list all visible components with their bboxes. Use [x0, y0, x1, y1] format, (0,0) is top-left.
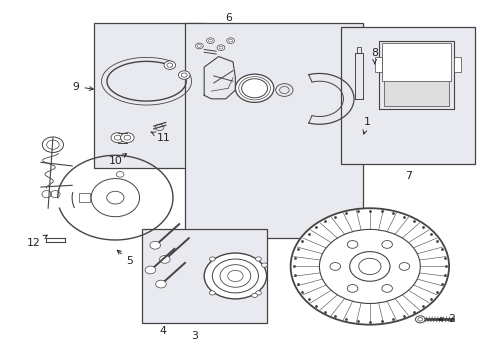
- Circle shape: [196, 43, 203, 49]
- Circle shape: [204, 253, 267, 299]
- Circle shape: [227, 38, 234, 44]
- Bar: [341, 27, 475, 164]
- Text: 6: 6: [225, 13, 232, 23]
- Text: 9: 9: [73, 81, 94, 91]
- Text: 1: 1: [363, 117, 371, 134]
- Bar: [185, 23, 363, 238]
- Circle shape: [209, 257, 215, 261]
- Bar: [382, 43, 451, 81]
- Circle shape: [382, 284, 392, 292]
- Circle shape: [111, 133, 124, 143]
- Bar: [94, 23, 204, 168]
- Bar: [384, 80, 449, 106]
- Text: 2: 2: [439, 314, 455, 324]
- Circle shape: [262, 263, 268, 267]
- Circle shape: [209, 291, 215, 295]
- Circle shape: [350, 252, 390, 281]
- Circle shape: [347, 284, 358, 292]
- Text: 12: 12: [27, 235, 47, 248]
- Circle shape: [242, 79, 268, 98]
- Bar: [79, 193, 90, 202]
- Circle shape: [220, 265, 251, 287]
- Bar: [142, 229, 267, 323]
- Bar: [375, 58, 382, 72]
- Text: 5: 5: [117, 250, 133, 266]
- Circle shape: [252, 293, 257, 297]
- Text: 4: 4: [160, 326, 167, 336]
- Circle shape: [359, 258, 381, 275]
- Circle shape: [256, 291, 261, 295]
- Circle shape: [347, 240, 358, 248]
- Circle shape: [212, 259, 258, 293]
- Circle shape: [330, 262, 341, 270]
- Circle shape: [291, 208, 449, 325]
- Circle shape: [399, 262, 410, 270]
- Text: 11: 11: [151, 132, 170, 143]
- Text: 7: 7: [405, 171, 412, 181]
- Circle shape: [228, 270, 243, 282]
- Circle shape: [164, 61, 175, 69]
- Text: 8: 8: [371, 48, 378, 64]
- Circle shape: [121, 133, 134, 143]
- Circle shape: [160, 256, 170, 263]
- Circle shape: [256, 257, 261, 261]
- Circle shape: [207, 38, 214, 44]
- Text: 10: 10: [108, 154, 126, 166]
- Circle shape: [217, 45, 225, 50]
- Circle shape: [416, 316, 425, 323]
- Circle shape: [235, 74, 274, 102]
- Circle shape: [156, 280, 166, 288]
- Circle shape: [319, 229, 420, 303]
- Circle shape: [382, 240, 392, 248]
- Bar: [454, 58, 461, 72]
- Circle shape: [178, 71, 190, 79]
- Circle shape: [150, 242, 161, 249]
- Circle shape: [145, 266, 156, 274]
- Text: 3: 3: [191, 331, 198, 341]
